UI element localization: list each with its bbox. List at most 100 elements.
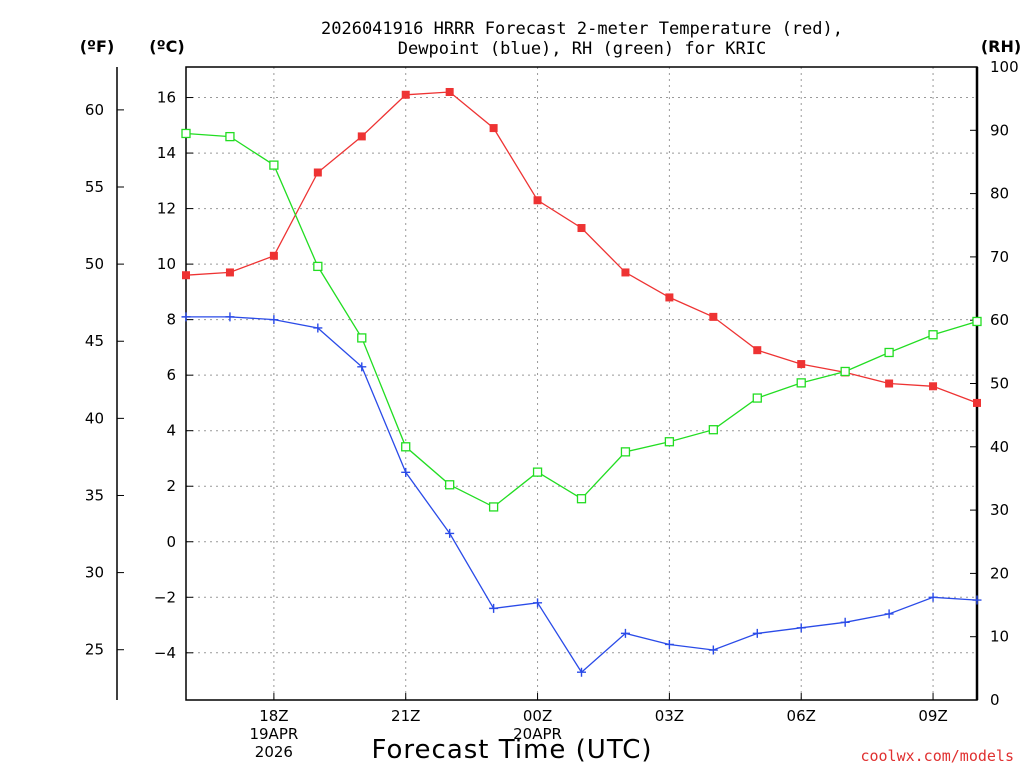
- rh-tick-label: 40: [990, 438, 1009, 456]
- celsius-tick-label: −4: [154, 644, 176, 662]
- temperature-point: [401, 90, 410, 99]
- rh-point: [401, 442, 411, 452]
- temperature-point: [577, 224, 586, 233]
- fahrenheit-tick-label: 40: [85, 409, 104, 427]
- rh-tick-label: 90: [990, 121, 1009, 139]
- rh-tick-label: 0: [990, 691, 1000, 709]
- celsius-tick-label: 2: [166, 477, 176, 495]
- dewpoint-point: [928, 592, 938, 602]
- fahrenheit-tick-label: 25: [85, 641, 104, 659]
- fahrenheit-tick-label: 30: [85, 564, 104, 582]
- celsius-tick-label: −2: [154, 588, 176, 606]
- x-tick-label: 18Z: [259, 707, 288, 725]
- temperature-point: [357, 132, 366, 141]
- dewpoint-point: [181, 312, 191, 322]
- rh-tick-label: 70: [990, 248, 1009, 266]
- celsius-tick-label: 16: [157, 89, 176, 107]
- temperature-point: [445, 87, 454, 96]
- rh-point: [181, 128, 191, 139]
- temperature-point: [533, 196, 542, 205]
- dewpoint-point: [620, 628, 630, 638]
- rh-tick-label: 30: [990, 501, 1009, 519]
- rh-point: [357, 333, 367, 343]
- temperature-point: [753, 346, 762, 355]
- rh-point: [532, 467, 543, 477]
- temperature-point: [665, 293, 674, 302]
- rh-tick-label: 10: [990, 628, 1009, 646]
- dewpoint-point: [313, 323, 323, 333]
- credit-link[interactable]: coolwx.com/models: [860, 747, 1014, 765]
- rh-point: [928, 330, 938, 340]
- fahrenheit-unit-label: (ºF): [80, 37, 115, 56]
- temperature-point: [973, 398, 981, 407]
- temperature-point: [269, 251, 278, 260]
- celsius-tick-label: 12: [157, 200, 176, 218]
- x-tick-label: 20APR: [513, 725, 562, 743]
- rh-tick-label: 60: [990, 311, 1009, 329]
- dewpoint-point: [884, 609, 894, 619]
- grid-lines: [186, 67, 977, 700]
- celsius-tick-label: 10: [157, 255, 176, 273]
- temperature-point: [313, 168, 322, 177]
- celsius-tick-label: 8: [166, 311, 176, 329]
- dewpoint-point: [269, 315, 279, 325]
- temperature-point: [885, 379, 894, 388]
- dewpoint-point: [489, 603, 499, 613]
- rh-point: [972, 316, 982, 327]
- rh-point: [620, 447, 631, 457]
- x-tick-label: 19APR: [249, 725, 298, 743]
- x-tick-label: 03Z: [655, 707, 684, 725]
- rh-point: [884, 347, 894, 358]
- rh-point: [488, 502, 499, 512]
- x-tick-label: 06Z: [787, 707, 816, 725]
- rh-tick-label: 80: [990, 185, 1009, 203]
- rh-point: [708, 425, 718, 435]
- rh-point: [796, 378, 806, 388]
- dewpoint-point: [796, 623, 806, 633]
- temperature-point: [182, 271, 190, 280]
- celsius-tick-label: 6: [166, 366, 176, 384]
- series-layer: [181, 87, 982, 677]
- chart-title-line-2: Dewpoint (blue), RH (green) for KRIC: [398, 39, 766, 59]
- rh-point: [840, 366, 850, 377]
- axes: 1614121086420−2−460555045403530251009080…: [85, 58, 1019, 761]
- plot-frame: [185, 66, 978, 701]
- dewpoint-point: [752, 628, 762, 638]
- temperature-point: [709, 312, 718, 321]
- x-tick-label: 00Z: [523, 707, 552, 725]
- dewpoint-point: [972, 595, 982, 605]
- temperature-point: [621, 268, 630, 277]
- temperature-point: [797, 360, 806, 369]
- rh-point: [269, 160, 279, 170]
- dewpoint-point: [577, 667, 586, 677]
- temperature-point: [489, 124, 498, 133]
- temperature-point: [929, 382, 938, 391]
- x-tick-label: 2026: [255, 743, 293, 761]
- x-tick-label: 21Z: [391, 707, 420, 725]
- x-tick-label: 09Z: [918, 707, 947, 725]
- dewpoint-point: [225, 312, 235, 322]
- dewpoint-point: [664, 639, 674, 649]
- rh-point: [225, 131, 235, 142]
- dewpoint-point: [445, 528, 455, 538]
- rh-tick-label: 50: [990, 375, 1009, 393]
- fahrenheit-tick-label: 45: [85, 332, 104, 350]
- rh-point: [752, 393, 762, 403]
- dewpoint-point: [533, 598, 543, 608]
- chart-title-line-1: 2026041916 HRRR Forecast 2-meter Tempera…: [321, 19, 843, 39]
- fahrenheit-tick-label: 60: [85, 101, 104, 119]
- temperature-point: [225, 268, 234, 277]
- dewpoint-point: [401, 467, 411, 477]
- fahrenheit-tick-label: 50: [85, 255, 104, 273]
- rh-point: [313, 261, 323, 272]
- celsius-unit-label: (ºC): [149, 37, 184, 56]
- rh-unit-label: (RH): [981, 37, 1021, 56]
- temperature-line: [185, 91, 978, 404]
- rh-point: [664, 437, 675, 447]
- celsius-tick-label: 0: [166, 533, 176, 551]
- dewpoint-point: [840, 617, 850, 627]
- rh-tick-label: 100: [990, 58, 1019, 76]
- celsius-tick-label: 14: [157, 144, 176, 162]
- fahrenheit-tick-label: 55: [85, 178, 104, 196]
- dewpoint-point: [357, 362, 367, 372]
